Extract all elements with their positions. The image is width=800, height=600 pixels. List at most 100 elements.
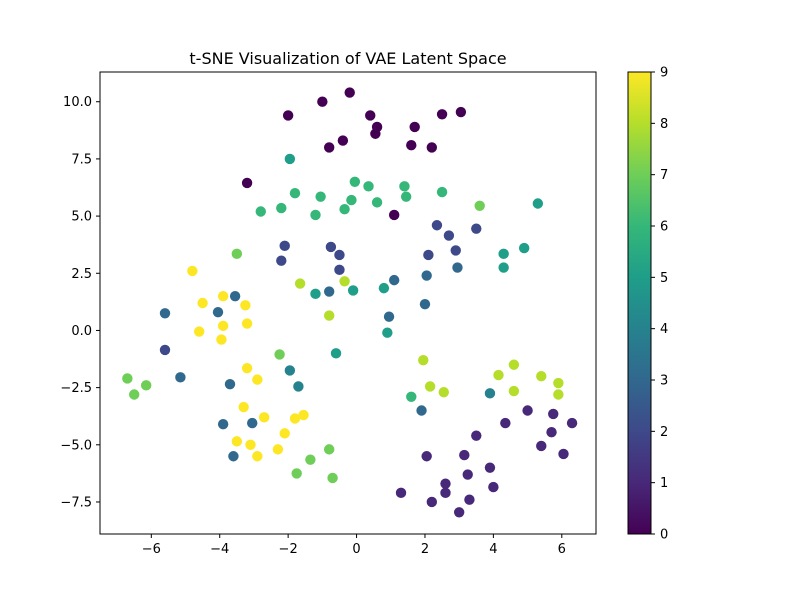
scatter-point-29 — [536, 440, 547, 452]
scatter-point-27 — [500, 417, 511, 429]
scatter-point-21 — [421, 451, 432, 462]
scatter-point-58 — [247, 417, 258, 429]
scatter-point-55 — [224, 378, 236, 390]
scatter-point-105 — [508, 385, 520, 397]
scatter-point-48 — [452, 262, 463, 273]
colorbar-tick-label: 4 — [660, 322, 668, 337]
scatter-point-18 — [464, 494, 475, 505]
scatter-point-77 — [349, 176, 361, 187]
scatter-point-83 — [400, 191, 412, 202]
scatter-point-6 — [337, 135, 349, 146]
scatter-point-72 — [532, 198, 544, 209]
scatter-point-14 — [388, 209, 400, 221]
x-tick-label: 2 — [421, 542, 429, 557]
x-axis: −6 −4 −2 0 2 4 6 — [142, 534, 566, 557]
scatter-point-98 — [339, 276, 350, 287]
colorbar-tick-label: 5 — [660, 271, 668, 286]
colorbar-tick-label: 3 — [660, 374, 668, 389]
scatter-point-25 — [484, 462, 496, 473]
scatter-point-95 — [291, 468, 302, 479]
scatter-point-15 — [440, 478, 451, 489]
scatter-point-11 — [406, 139, 417, 151]
scatter-point-62 — [484, 388, 496, 399]
scatter-point-65 — [347, 285, 359, 296]
scatter-point-70 — [498, 262, 509, 273]
y-tick-label: 10.0 — [63, 95, 92, 110]
scatter-points — [122, 87, 578, 518]
scatter-point-73 — [289, 188, 301, 199]
scatter-point-61 — [293, 381, 304, 392]
scatter-point-89 — [274, 349, 285, 360]
scatter-point-19 — [453, 507, 465, 518]
scatter-point-20 — [395, 487, 407, 499]
scatter-point-36 — [325, 241, 337, 253]
scatter-point-9 — [436, 109, 448, 120]
scatter-point-50 — [383, 311, 395, 322]
scatter-point-66 — [378, 282, 390, 294]
y-tick-label: 2.5 — [71, 267, 92, 282]
scatter-point-108 — [553, 389, 564, 400]
scatter-point-99 — [323, 310, 335, 321]
scatter-point-42 — [471, 223, 482, 234]
y-tick-label: 7.5 — [71, 152, 92, 167]
y-tick-label: 0.0 — [71, 324, 92, 339]
scatter-point-109 — [187, 265, 198, 277]
plot-frame — [99, 71, 597, 535]
scatter-point-53 — [159, 308, 171, 319]
scatter-point-101 — [424, 381, 436, 392]
scatter-point-110 — [197, 297, 208, 309]
x-tick-label: 6 — [558, 542, 566, 557]
scatter-point-79 — [346, 194, 357, 206]
scatter-point-31 — [548, 408, 559, 420]
scatter-point-64 — [310, 288, 321, 300]
scatter-point-45 — [323, 286, 335, 297]
scatter-point-63 — [284, 153, 296, 165]
scatter-point-56 — [217, 419, 229, 430]
scatter-point-80 — [339, 204, 350, 215]
scatter-point-86 — [406, 391, 417, 402]
scatter-point-74 — [276, 202, 287, 214]
scatter-point-96 — [327, 472, 338, 484]
colorbar-tick-label: 6 — [660, 220, 668, 235]
scatter-point-2 — [344, 87, 355, 98]
colorbar-tick-label: 0 — [660, 528, 668, 543]
scatter-point-33 — [566, 417, 578, 429]
scatter-point-17 — [440, 487, 451, 499]
scatter-point-26 — [488, 481, 499, 493]
scatter-point-71 — [518, 242, 530, 254]
scatter-point-87 — [231, 248, 243, 260]
scatter-point-123 — [245, 439, 256, 450]
scatter-point-78 — [363, 181, 374, 192]
scatter-point-84 — [436, 186, 448, 198]
scatter-point-52 — [212, 306, 224, 318]
scatter-point-40 — [443, 230, 455, 241]
scatter-point-75 — [315, 191, 326, 202]
scatter-point-112 — [240, 300, 251, 311]
colorbar-ticks: 0 1 2 3 4 5 6 7 8 9 — [651, 66, 668, 543]
scatter-point-118 — [252, 374, 263, 385]
scatter-point-43 — [423, 249, 434, 261]
scatter-point-117 — [241, 362, 253, 374]
scatter-point-23 — [462, 469, 473, 480]
scatter-point-3 — [365, 110, 376, 121]
colorbar-tick-label: 7 — [660, 168, 668, 183]
scatter-point-60 — [284, 365, 296, 376]
scatter-point-1 — [317, 96, 328, 107]
scatter-point-82 — [399, 181, 410, 192]
scatter-point-47 — [421, 270, 432, 281]
scatter-point-102 — [438, 387, 449, 398]
scatter-point-59 — [416, 405, 427, 416]
scatter-point-10 — [455, 106, 467, 118]
y-tick-label: −5.0 — [60, 438, 92, 453]
scatter-point-22 — [459, 449, 470, 461]
scatter-point-113 — [217, 320, 229, 332]
scatter-point-13 — [241, 177, 253, 189]
x-tick-label: 4 — [489, 542, 497, 557]
scatter-point-7 — [323, 142, 335, 153]
chart-title: t-SNE Visualization of VAE Latent Space — [189, 49, 506, 68]
scatter-point-114 — [241, 318, 253, 329]
scatter-point-67 — [382, 327, 393, 338]
x-tick-label: 0 — [352, 542, 360, 557]
scatter-point-46 — [388, 274, 400, 286]
scatter-point-16 — [426, 496, 438, 508]
